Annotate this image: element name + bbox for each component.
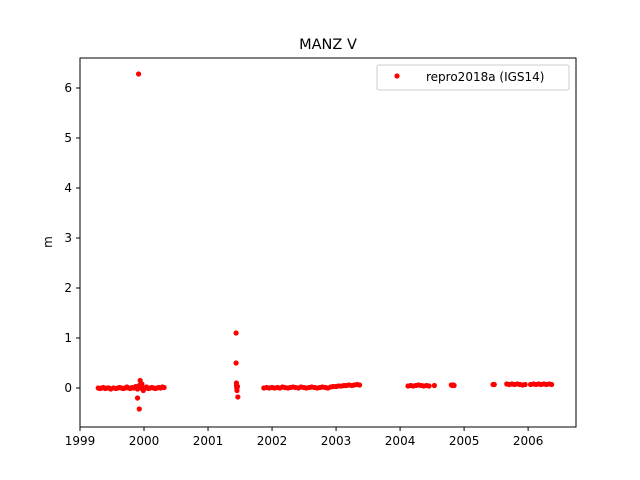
- data-point: [235, 394, 241, 400]
- y-axis-label: m: [41, 236, 55, 248]
- data-point: [356, 382, 363, 388]
- y-tick-label: 2: [64, 281, 72, 295]
- chart-title: MANZ V: [299, 37, 357, 53]
- y-axis: 0 1 2 3 4 5 6: [64, 81, 80, 395]
- x-tick-label: 2003: [321, 434, 352, 448]
- y-tick-label: 1: [64, 331, 72, 345]
- y-tick-label: 0: [64, 381, 72, 395]
- x-tick-label: 2004: [385, 434, 416, 448]
- y-tick-label: 6: [64, 81, 72, 95]
- x-tick-label: 2002: [257, 434, 288, 448]
- data-point: [233, 360, 239, 366]
- data-point: [549, 381, 555, 388]
- data-point: [522, 381, 528, 388]
- legend-label: repro2018a (IGS14): [426, 70, 544, 84]
- x-tick-label: 2006: [513, 434, 544, 448]
- data-point: [233, 330, 239, 336]
- data-point: [491, 381, 497, 388]
- data-point: [451, 382, 457, 389]
- data-point: [139, 381, 145, 387]
- data-point: [431, 382, 437, 389]
- data-point: [161, 384, 167, 391]
- x-tick-label: 2001: [193, 434, 224, 448]
- legend-box: [376, 64, 570, 91]
- data-point: [135, 71, 142, 77]
- x-axis: 1999 2000 2001 2002 2003 2004 2005 2006: [65, 427, 544, 448]
- data-point: [134, 395, 141, 401]
- data-point: [234, 383, 241, 390]
- y-tick-label: 5: [64, 131, 72, 145]
- data-point: [234, 387, 240, 394]
- data-points: [95, 71, 555, 412]
- y-tick-label: 4: [64, 181, 72, 195]
- x-tick-label: 1999: [65, 434, 96, 448]
- x-tick-label: 2005: [449, 434, 480, 448]
- legend-marker: [394, 73, 400, 79]
- y-tick-label: 3: [64, 231, 72, 245]
- data-point: [426, 383, 432, 389]
- data-point: [136, 406, 142, 412]
- legend: repro2018a (IGS14): [376, 64, 570, 91]
- x-tick-label: 2000: [129, 434, 160, 448]
- axes-frame: [79, 57, 577, 428]
